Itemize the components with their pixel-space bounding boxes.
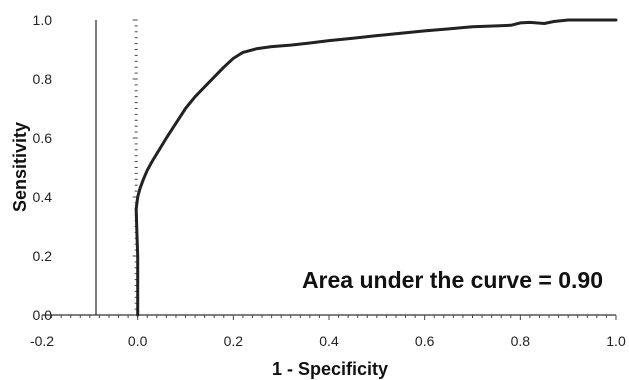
roc-curve-line xyxy=(134,18,618,317)
x-tick-label: -0.2 xyxy=(30,333,54,349)
auc-annotation: Area under the curve = 0.90 xyxy=(302,267,603,293)
y-axis-title: Sensitivity xyxy=(10,122,30,212)
x-tick-labels: -0.2 0.0 0.2 0.4 0.6 0.8 1.0 xyxy=(30,333,626,349)
y-tick-label: 0.4 xyxy=(33,189,53,205)
x-tick-label: 0.0 xyxy=(128,333,148,349)
x-tick-label: 0.4 xyxy=(319,333,339,349)
y-tick-labels: 0.0 0.2 0.4 0.6 0.8 1.0 xyxy=(33,12,53,323)
y-tick-label: 0.8 xyxy=(33,71,53,87)
y-tick-label: 0.2 xyxy=(33,248,53,264)
x-axis-title: 1 - Specificity xyxy=(272,359,388,379)
y-tick-label: 0.0 xyxy=(33,307,53,323)
x-tick-label: 0.2 xyxy=(224,333,244,349)
y-tick-label: 1.0 xyxy=(33,12,53,28)
y-tick-label: 0.6 xyxy=(33,130,53,146)
x-tick-label: 1.0 xyxy=(606,333,626,349)
x-minor-ticks xyxy=(41,315,617,320)
x-tick-label: 0.8 xyxy=(511,333,531,349)
x-tick-label: 0.6 xyxy=(415,333,435,349)
